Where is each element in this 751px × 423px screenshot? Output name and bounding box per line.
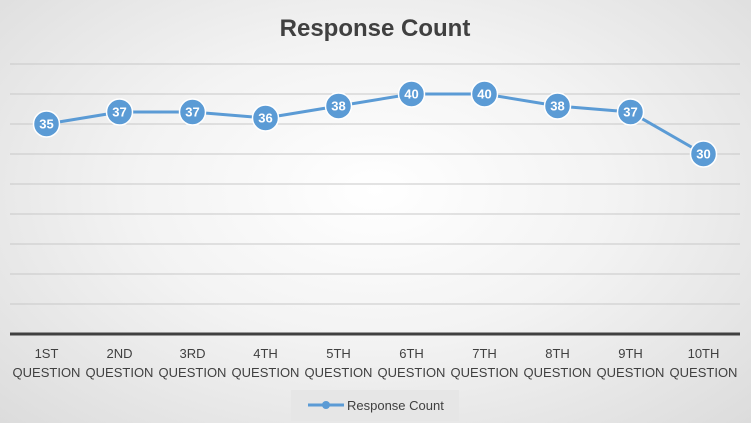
- data-label: 37: [623, 105, 637, 120]
- data-point[interactable]: [689, 140, 718, 168]
- legend[interactable]: Response Count: [291, 390, 459, 421]
- data-label: 40: [404, 87, 418, 102]
- x-tick-label: 5TH QUESTION: [305, 346, 373, 380]
- data-label: 36: [258, 111, 272, 126]
- data-label: 37: [185, 105, 199, 120]
- x-tick-label: 4TH QUESTION: [232, 346, 300, 380]
- data-point[interactable]: [178, 98, 207, 126]
- x-tick-label: 2ND QUESTION: [86, 346, 154, 380]
- x-tick-label: 1ST QUESTION: [13, 346, 81, 380]
- data-label: 38: [550, 99, 564, 114]
- data-point[interactable]: [105, 98, 134, 126]
- x-tick-label: 9TH QUESTION: [597, 346, 665, 380]
- data-point[interactable]: [543, 92, 572, 120]
- x-tick-label: 6TH QUESTION: [378, 346, 446, 380]
- chart-title: Response Count: [280, 15, 471, 42]
- data-points: 35 37 37 36 38 40 40 38 37 30: [32, 80, 718, 168]
- data-point[interactable]: [251, 104, 280, 132]
- data-point[interactable]: [324, 92, 353, 120]
- x-tick-label: 8TH QUESTION: [524, 346, 592, 380]
- legend-label: Response Count: [347, 398, 444, 413]
- legend-marker-swatch: [322, 401, 330, 409]
- data-label: 30: [696, 147, 710, 162]
- x-tick-label: 3RD QUESTION: [159, 346, 227, 380]
- x-tick-label: 7TH QUESTION: [451, 346, 519, 380]
- data-point[interactable]: [397, 80, 426, 108]
- data-label: 37: [112, 105, 126, 120]
- series-response-count: [46, 92, 705, 156]
- data-label: 35: [39, 117, 53, 132]
- data-point[interactable]: [616, 98, 645, 126]
- x-tick-label: 10TH QUESTION: [670, 346, 738, 380]
- series-line: [46, 92, 705, 156]
- data-label: 38: [331, 99, 345, 114]
- data-point[interactable]: [32, 110, 61, 138]
- data-label: 40: [477, 87, 491, 102]
- data-point[interactable]: [470, 80, 499, 108]
- gridlines: [10, 63, 740, 305]
